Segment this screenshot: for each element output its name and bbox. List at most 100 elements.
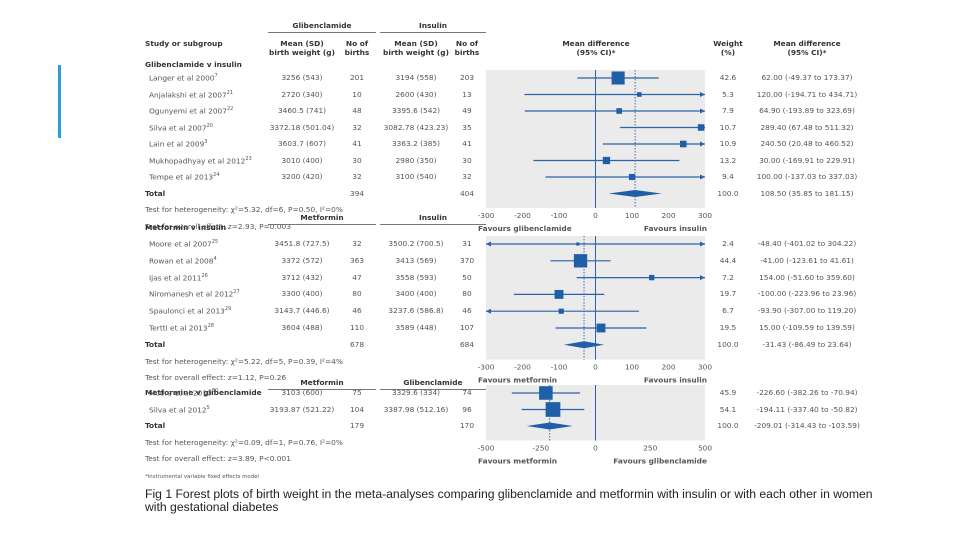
total-label: Total [145, 188, 166, 198]
group2-rule [380, 224, 486, 225]
group1-n: 10 [352, 89, 362, 99]
study-weight: 6.7 [722, 306, 734, 316]
point-estimate [573, 254, 588, 268]
total-group2-n: 684 [459, 339, 475, 349]
group2-mean-sd: 3400 (400) [395, 289, 437, 299]
ci-arrow-right [700, 241, 705, 247]
header-n-2b: births [454, 48, 480, 57]
x-tick-label: -100 [551, 211, 568, 220]
group2-n: 80 [462, 289, 472, 299]
study-weight: 54.1 [719, 404, 737, 414]
study-name: Spaulonci et al 201329 [149, 306, 232, 316]
total-group1-n: 179 [349, 421, 365, 430]
group2-mean-sd: 2980 (350) [395, 155, 437, 165]
group1-mean-sd: 3460.5 (741) [277, 106, 327, 115]
study-name: Ijas et al 201126 [149, 272, 208, 283]
study-name: Ogunyemi et al 200722 [149, 106, 234, 116]
study-reference: 7 [214, 73, 218, 79]
group1-n: 30 [352, 155, 362, 165]
group2-mean-sd: 3082.78 (423.23) [383, 122, 449, 132]
group1-mean-sd: 3143.7 (446.6) [274, 306, 330, 316]
study-weight: 5.3 [722, 89, 734, 99]
group1-mean-sd: 2720 (340) [281, 89, 323, 99]
study-name: Moore et al 200725 [149, 239, 219, 249]
study-mean-difference: 15.00 (-109.59 to 139.59) [759, 323, 855, 332]
group2-rule [380, 389, 486, 390]
group2-n: 96 [462, 404, 472, 414]
group2-header: Glibenclamide [403, 378, 463, 387]
total-weight: 100.0 [717, 339, 739, 349]
header-md-b: (95% CI)* [576, 48, 616, 57]
study-weight: 7.9 [722, 106, 734, 115]
group1-mean-sd: 3193.87 (521.22) [269, 404, 335, 414]
ci-arrow-left [486, 308, 491, 314]
x-tick-label: -300 [478, 363, 495, 372]
study-mean-difference: -93.90 (-307.00 to 119.20) [757, 306, 857, 316]
header-n-1: No of [345, 39, 369, 48]
study-reference: 3 [204, 139, 208, 145]
x-tick-label: 100 [625, 363, 639, 372]
header-md-right-b: (95% CI)* [787, 48, 827, 57]
group2-mean-sd: 2600 (430) [395, 89, 437, 99]
point-estimate [545, 402, 561, 417]
study-mean-difference: 240.50 (20.48 to 460.52) [760, 139, 854, 148]
study-weight: 9.4 [722, 172, 734, 181]
study-mean-difference: 120.00 (-194.71 to 434.71) [756, 89, 858, 99]
ci-arrow-left [486, 241, 491, 247]
group1-rule [268, 224, 376, 225]
group2-mean-sd: 3558 (593) [395, 272, 437, 282]
group2-mean-sd: 3363.2 (385) [391, 139, 441, 148]
study-weight: 13.2 [719, 155, 737, 165]
x-tick-label: 100 [625, 211, 639, 220]
group1-n: 32 [352, 172, 362, 181]
study-name: Lain et al 20093 [149, 139, 208, 149]
header-mean-sd-2b: birth weight (g) [383, 48, 449, 57]
study-reference: 5 [206, 404, 210, 411]
x-tick-label: 200 [661, 211, 675, 220]
overall-effect-test: Test for overall effect: z=3.89, P<0.001 [145, 454, 291, 463]
group2-n: 41 [462, 139, 472, 148]
study-mean-difference: 289.40 (67.48 to 511.32) [760, 122, 854, 132]
x-tick-label: -300 [478, 211, 495, 220]
group2-n: 49 [462, 106, 472, 115]
footnote: *Instrumental variable fixed effects mod… [145, 474, 259, 480]
point-estimate [616, 108, 622, 114]
group2-mean-sd: 3413 (569) [395, 255, 437, 265]
group2-mean-sd: 3589 (448) [395, 323, 437, 332]
point-estimate [636, 92, 642, 97]
favours-right-label: Favours insulin [644, 224, 707, 233]
group1-n: 47 [352, 272, 362, 282]
group2-n: 13 [462, 89, 472, 99]
point-estimate [558, 308, 564, 314]
group1-mean-sd: 3200 (420) [281, 172, 323, 181]
favours-right-label: Favours insulin [644, 376, 707, 385]
group2-n: 370 [459, 255, 475, 265]
study-reference: 29 [224, 306, 232, 313]
heterogeneity-test: Test for heterogeneity: χ²=0.09, df=1, P… [145, 437, 343, 447]
x-tick-label: -200 [514, 363, 531, 372]
pooled-diamond [563, 341, 605, 349]
study-weight: 44.4 [719, 255, 737, 265]
header-md: Mean difference [562, 39, 630, 48]
study-mean-difference: 30.00 (-169.91 to 229.91) [759, 155, 855, 165]
group1-header: Metformin [300, 213, 344, 222]
group2-n: 31 [462, 239, 472, 248]
header-group1: Glibenclamide [292, 21, 352, 30]
study-reference: 26 [201, 272, 208, 279]
group2-mean-sd: 3387.98 (512.16) [383, 404, 449, 414]
group1-mean-sd: 3451.8 (727.5) [274, 239, 330, 248]
point-estimate [697, 124, 705, 131]
total-group2-n: 404 [459, 188, 475, 198]
group1-n: 41 [352, 139, 362, 148]
group1-n: 104 [349, 404, 365, 414]
ci-arrow-right [700, 174, 705, 180]
group2-n: 203 [459, 73, 475, 82]
group2-n: 50 [462, 272, 472, 282]
subgroup-title: Glibenclamide v insulin [145, 60, 242, 69]
group1-n: 80 [352, 289, 362, 299]
study-weight: 10.9 [719, 139, 737, 148]
group2-mean-sd: 3194 (558) [395, 73, 437, 82]
subgroup-title: Metformine v glibenclamide [145, 388, 262, 397]
x-tick-label: -250 [532, 444, 549, 453]
group1-n: 48 [352, 106, 362, 115]
